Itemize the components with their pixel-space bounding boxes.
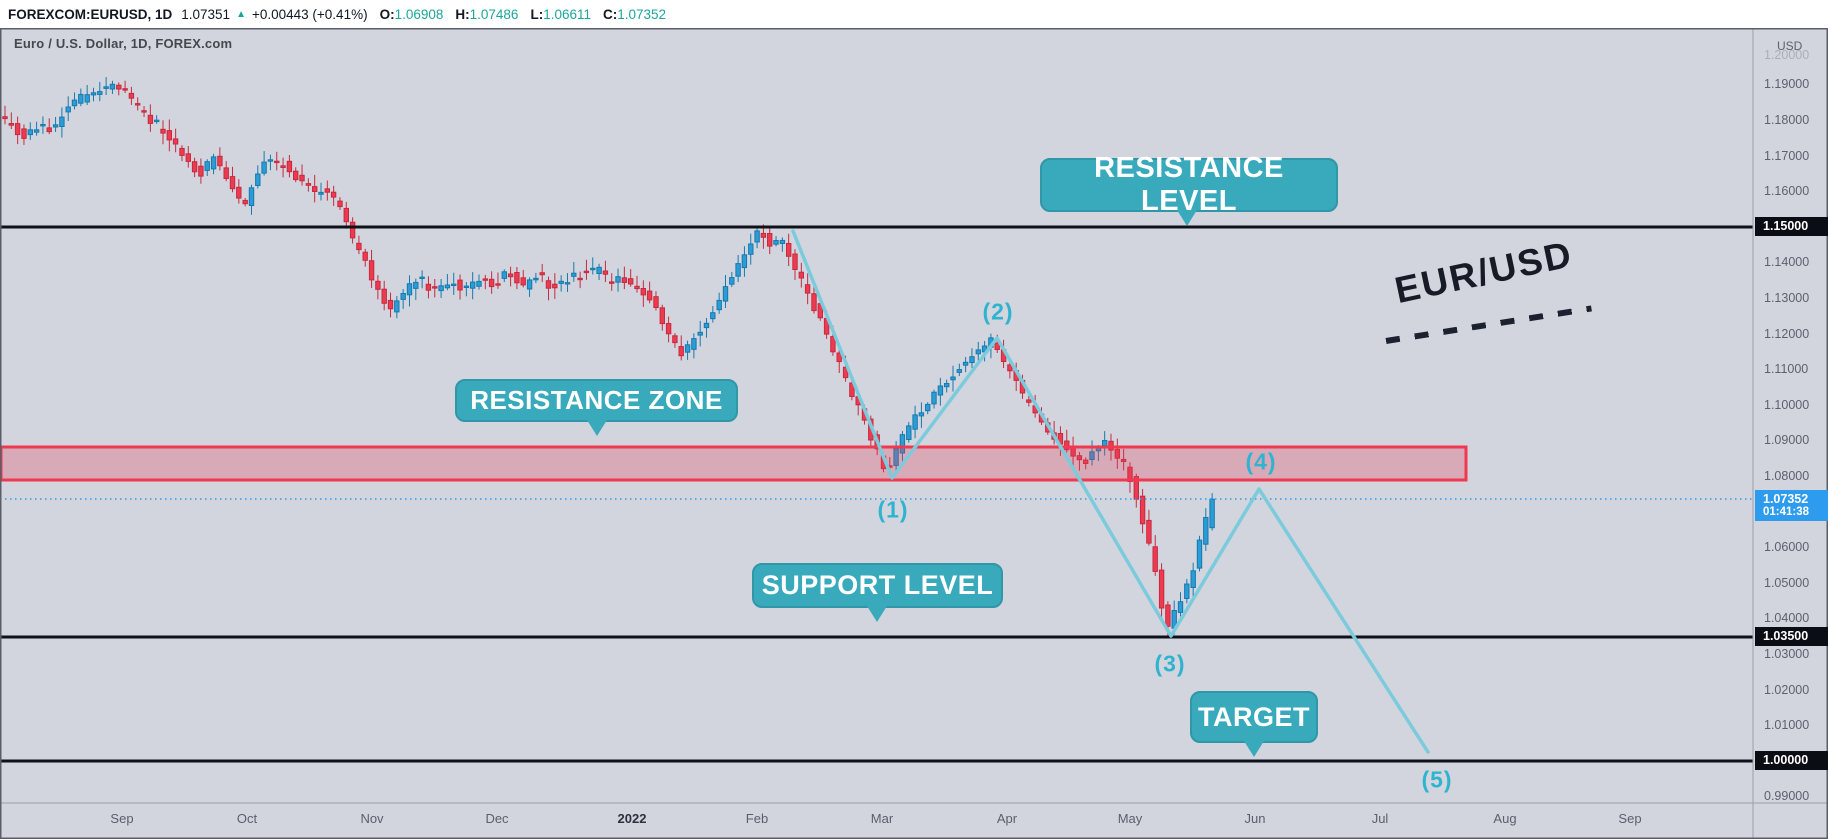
time-tick-Aug: Aug (1493, 811, 1517, 826)
elliott-wave-line[interactable] (791, 229, 1430, 754)
price-tick-1.04000: 1.04000 (1764, 611, 1810, 625)
time-tick-Dec: Dec (485, 811, 509, 826)
time-tick-Jun: Jun (1244, 811, 1266, 826)
wave-label-3[interactable]: (3) (1154, 650, 1186, 677)
current-price-value: 1.07352 (1763, 492, 1809, 506)
up-arrow-icon: ▲ (236, 8, 246, 20)
time-tick-Mar: Mar (870, 811, 894, 826)
callout-pointer-icon (1244, 741, 1264, 757)
time-tick-year-2022: 2022 (617, 811, 647, 826)
price-tick-1.06000: 1.06000 (1764, 540, 1810, 554)
price-tick-1.08000: 1.08000 (1764, 469, 1810, 483)
time-tick-Nov: Nov (360, 811, 384, 826)
open-label: O: (379, 6, 395, 22)
close-label: C: (603, 6, 618, 22)
price-tick-1.18000: 1.18000 (1764, 113, 1810, 127)
price-tick-1.19000: 1.19000 (1764, 77, 1810, 91)
price-tick-1.01000: 1.01000 (1764, 718, 1810, 732)
level-price-badge-1.15000: 1.15000 (1755, 217, 1828, 236)
price-tick-1.05000: 1.05000 (1764, 576, 1810, 590)
low-value: 1.06611 (543, 6, 592, 22)
price-change: +0.00443 (+0.41%) (251, 6, 368, 22)
price-tick-1.17000: 1.17000 (1764, 149, 1810, 163)
price-tick-1.14000: 1.14000 (1764, 255, 1810, 269)
price-tick-1.12000: 1.12000 (1764, 327, 1810, 341)
time-tick-Sep: Sep (1618, 811, 1642, 826)
candlesticks[interactable] (2, 77, 1215, 636)
ohlc-high: H:1.07486 (455, 7, 518, 22)
price-tick-1.10000: 1.10000 (1764, 398, 1810, 412)
plot-svg[interactable] (0, 28, 1828, 839)
chart-title: Euro / U.S. Dollar, 1D, FOREX.com (14, 36, 233, 51)
ohlc-low: L:1.06611 (530, 7, 591, 22)
wave-label-4[interactable]: (4) (1245, 448, 1277, 475)
price-tick-1.02000: 1.02000 (1764, 683, 1810, 697)
low-label: L: (530, 6, 544, 22)
chart-border (0, 28, 1828, 839)
time-axis[interactable]: Sep Oct Nov Dec 2022 Feb Mar Apr May Jun Jul Aug Sep (0, 803, 1828, 839)
high-value: 1.07486 (469, 6, 519, 22)
last-price: 1.07351 (181, 6, 231, 22)
callout-resistance-level[interactable]: RESISTANCE LEVEL (1040, 152, 1338, 226)
callout-resistance-zone[interactable]: RESISTANCE ZONE (455, 379, 738, 436)
ohlc-open: O:1.06908 (380, 7, 444, 22)
wave-label-1[interactable]: (1) (877, 496, 909, 523)
symbol-header-bar: FOREXCOM:EURUSD, 1D 1.07351 ▲ +0.00443 (… (0, 0, 1828, 28)
callout-pointer-icon (587, 420, 607, 436)
close-value: 1.07352 (617, 6, 667, 22)
price-tick-1.09000: 1.09000 (1764, 433, 1810, 447)
candle-countdown: 01:41:38 (1763, 506, 1810, 518)
price-tick-1.11000: 1.11000 (1764, 362, 1809, 376)
price-tick-1.03000: 1.03000 (1764, 647, 1810, 661)
time-tick-Jul: Jul (1371, 811, 1389, 826)
price-tick-1.20000: 1.20000 (1764, 48, 1810, 62)
wave-label-5[interactable]: (5) (1421, 766, 1453, 793)
level-price-badge-1.03500: 1.03500 (1755, 627, 1828, 646)
ohlc-close: C:1.07352 (603, 7, 666, 22)
time-tick-Oct: Oct (236, 811, 258, 826)
chart-pane[interactable]: Euro / U.S. Dollar, 1D, FOREX.com EUR/US… (0, 28, 1828, 839)
callout-pointer-icon (1177, 210, 1197, 226)
symbol-name[interactable]: FOREXCOM:EURUSD, 1D (8, 6, 173, 22)
time-tick-May: May (1117, 811, 1143, 826)
price-tick-0.99000: 0.99000 (1764, 789, 1810, 803)
time-tick-Apr: Apr (996, 811, 1018, 826)
price-axis[interactable]: USD 1.07352 01:41:38 1.20000 1.19000 1.180… (1753, 28, 1828, 803)
callout-support-level[interactable]: SUPPORT LEVEL (752, 563, 1003, 622)
wave-label-2[interactable]: (2) (982, 298, 1014, 325)
axis-currency-label: USD (1777, 39, 1803, 53)
price-tick-1.13000: 1.13000 (1764, 291, 1810, 305)
time-tick-Feb: Feb (745, 811, 769, 826)
open-value: 1.06908 (394, 6, 444, 22)
price-tick-1.16000: 1.16000 (1764, 184, 1810, 198)
time-tick-Sep: Sep (110, 811, 134, 826)
callout-pointer-icon (867, 606, 887, 622)
high-label: H: (455, 6, 470, 22)
level-price-badge-1.00000: 1.00000 (1755, 751, 1828, 770)
resistance-zone-rect[interactable] (0, 445, 1468, 482)
current-price-badge: 1.07352 01:41:38 (1755, 490, 1828, 521)
callout-target[interactable]: TARGET (1190, 691, 1318, 757)
